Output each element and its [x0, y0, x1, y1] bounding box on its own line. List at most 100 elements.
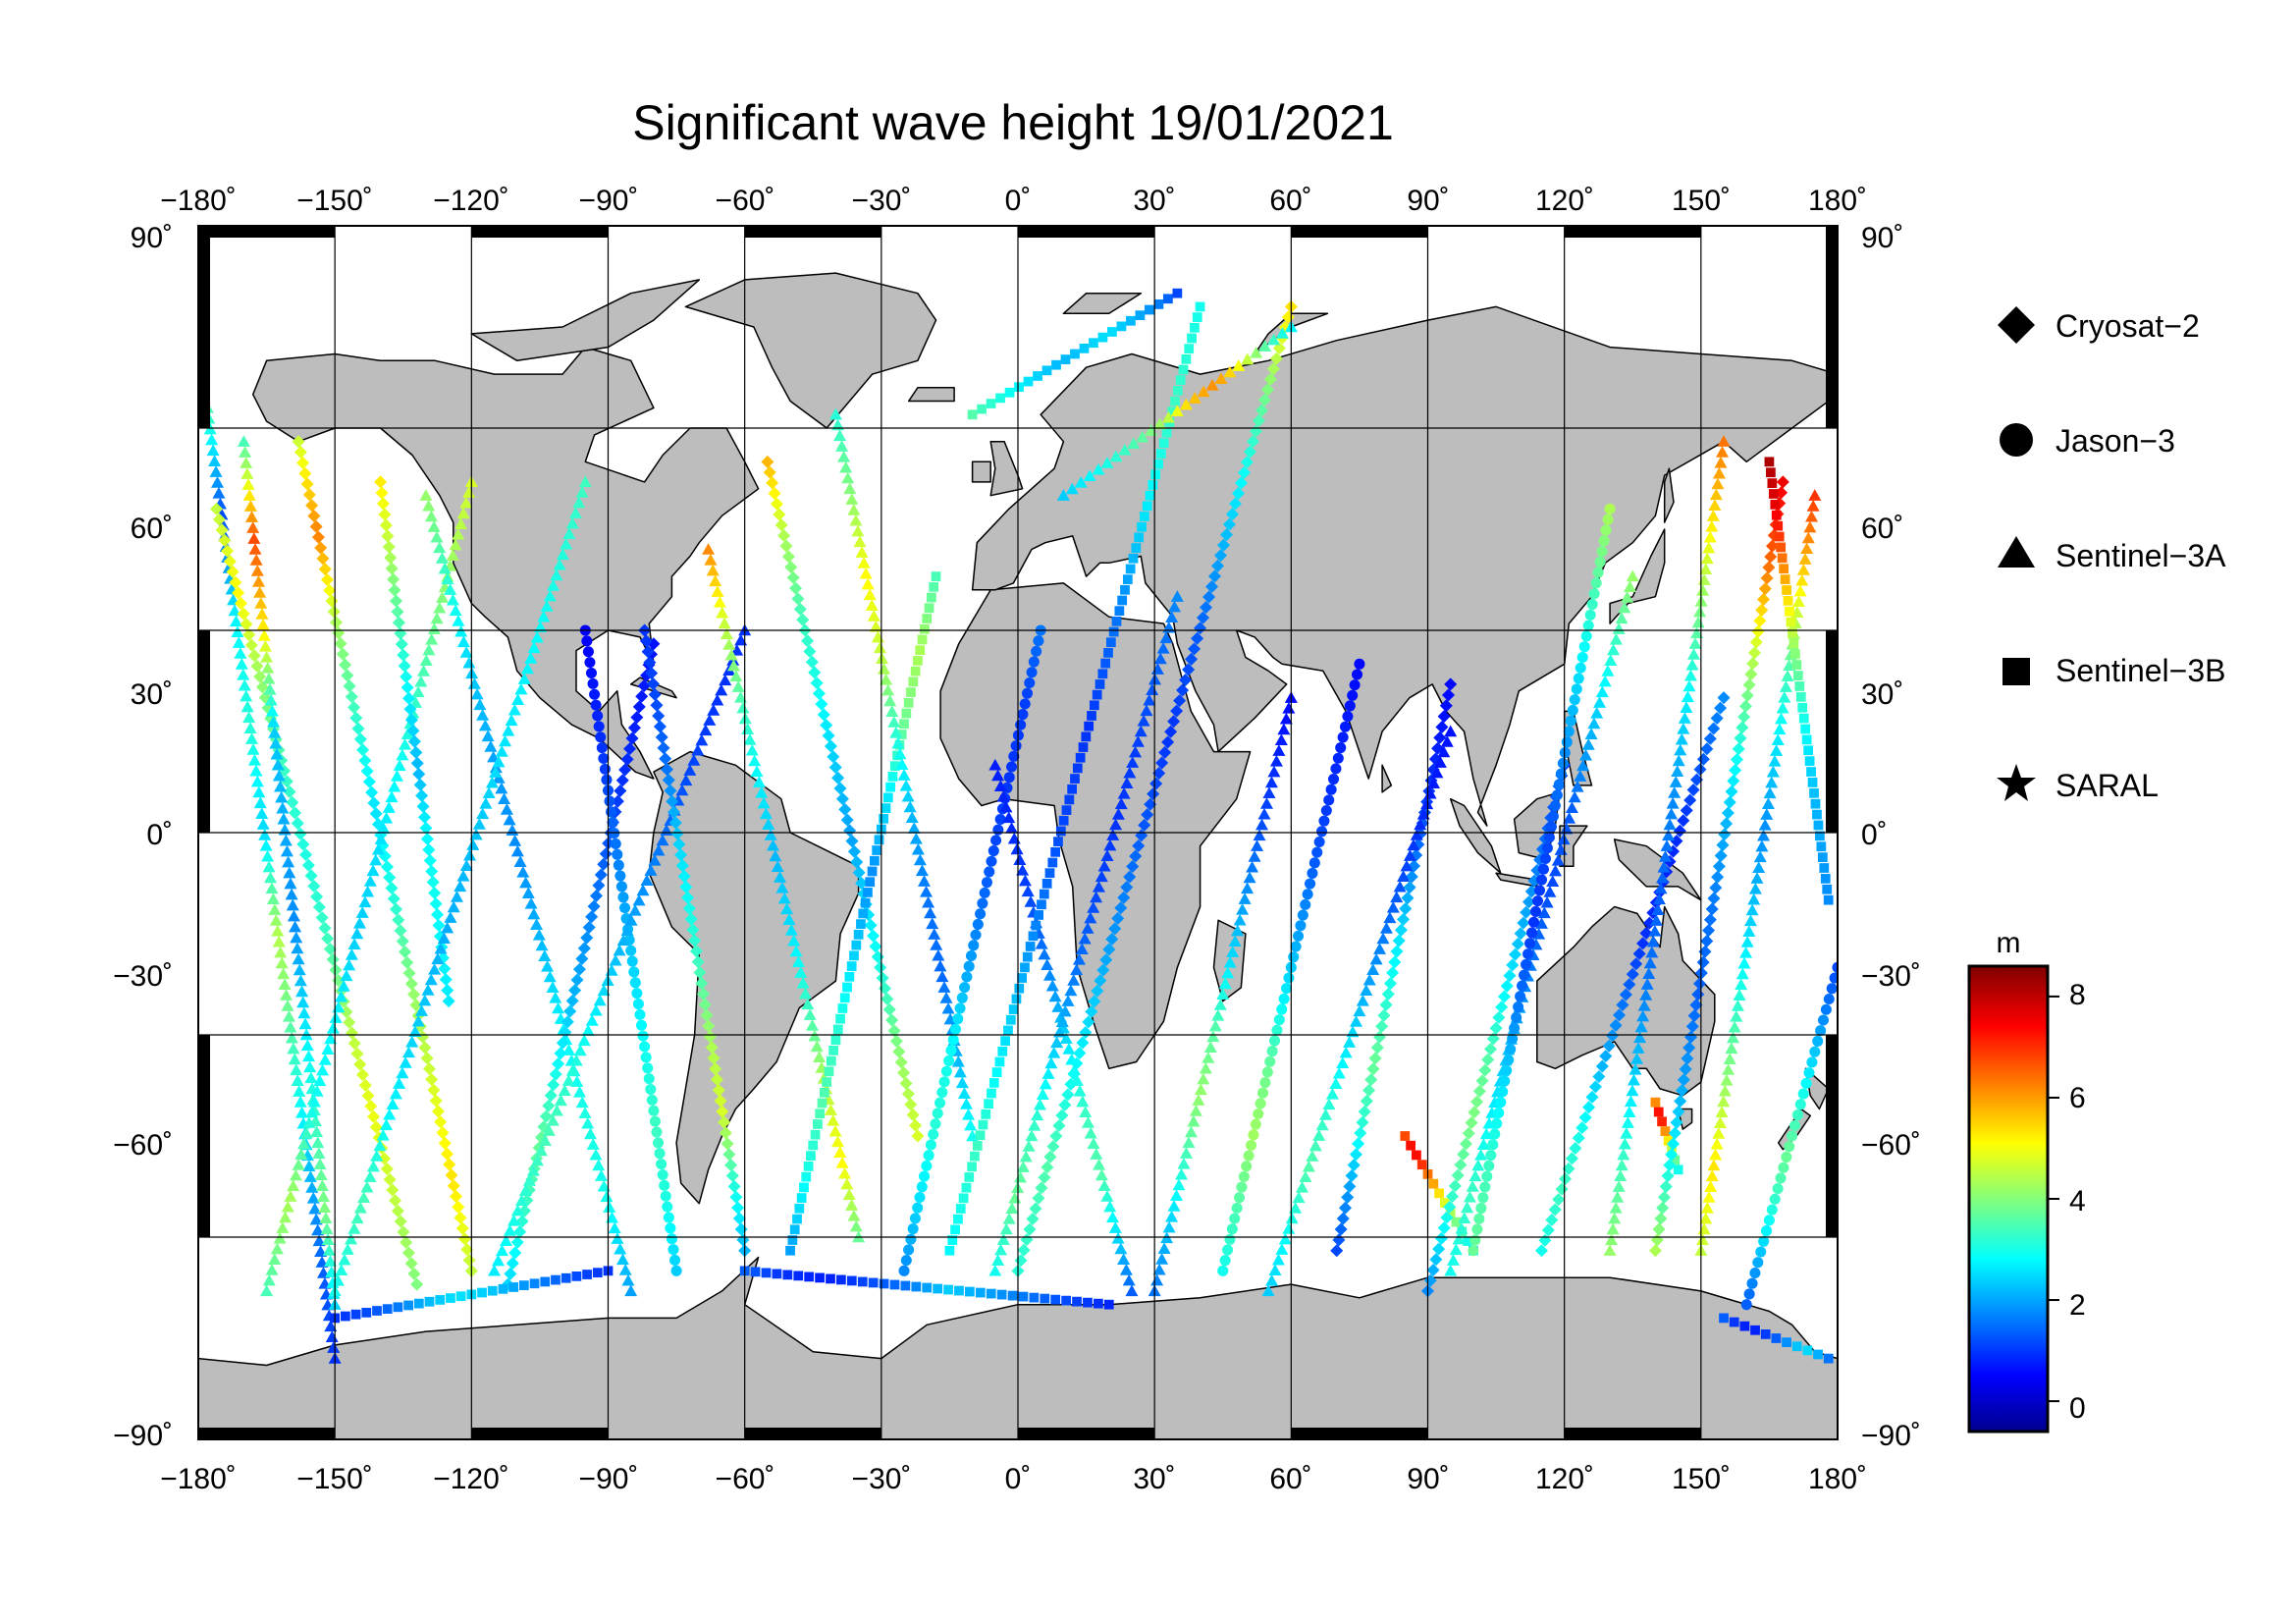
- track-point-triangle: [374, 833, 388, 844]
- track-point-triangle: [1025, 1129, 1039, 1142]
- track-point-diamond: [1377, 1008, 1391, 1022]
- track-point-triangle: [1461, 1201, 1474, 1214]
- track-point-triangle: [304, 1071, 318, 1084]
- track-point-triangle: [1627, 1073, 1640, 1086]
- track-point-triangle: [1747, 893, 1761, 905]
- track-point-triangle: [715, 683, 728, 696]
- track-point-triangle: [1715, 1106, 1729, 1118]
- track-point-diamond: [1099, 953, 1113, 967]
- track-point-square: [382, 1304, 393, 1315]
- track-point-triangle: [1097, 1179, 1111, 1192]
- track-point-diamond: [822, 729, 835, 742]
- track-point-square: [1172, 288, 1183, 298]
- track-point-triangle: [1064, 984, 1078, 997]
- track-point-circle: [907, 1223, 919, 1235]
- track-point-triangle: [320, 1222, 334, 1234]
- track-point-triangle: [335, 1264, 348, 1276]
- track-point-circle: [596, 742, 608, 754]
- track-point-diamond: [643, 656, 657, 670]
- track-point-diamond: [1437, 1221, 1451, 1235]
- track-point-square: [1047, 857, 1058, 868]
- track-point-triangle: [556, 548, 569, 561]
- track-point-triangle: [726, 659, 740, 672]
- track-point-triangle: [1753, 850, 1767, 863]
- track-point-circle: [1766, 1204, 1778, 1216]
- track-point-triangle: [889, 726, 903, 738]
- star-icon: [1997, 764, 2036, 801]
- track-point-diamond: [630, 711, 644, 725]
- track-point-triangle: [500, 803, 513, 815]
- track-point-triangle: [1703, 530, 1717, 543]
- track-point-diamond: [784, 561, 798, 574]
- track-point-diamond: [874, 960, 887, 974]
- track-point-triangle: [318, 1201, 332, 1213]
- track-point-triangle: [286, 898, 299, 911]
- track-point-circle: [653, 1137, 665, 1149]
- track-point-diamond: [770, 497, 783, 511]
- track-point-triangle: [1578, 748, 1592, 761]
- track-point-square: [967, 409, 978, 420]
- track-point-triangle: [302, 1160, 316, 1171]
- track-point-circle: [909, 1213, 921, 1224]
- track-point-square: [794, 1203, 805, 1214]
- track-point-triangle: [1639, 989, 1653, 1001]
- track-point-triangle: [1791, 595, 1805, 608]
- track-point-diamond: [655, 730, 668, 744]
- track-point-triangle: [1468, 1169, 1482, 1182]
- track-point-diamond: [1652, 1222, 1666, 1236]
- track-point-triangle: [1761, 797, 1775, 809]
- track-point-diamond: [458, 1232, 472, 1246]
- track-point-diamond: [1764, 550, 1778, 564]
- track-point-triangle: [318, 1054, 332, 1065]
- track-point-triangle: [842, 1188, 856, 1201]
- track-point-circle: [1503, 1054, 1515, 1066]
- track-point-triangle: [380, 1118, 394, 1131]
- track-point-square: [858, 908, 869, 919]
- track-point-square: [849, 950, 859, 961]
- track-point-square: [958, 1193, 969, 1204]
- legend-label: Sentinel−3A: [2056, 538, 2226, 573]
- track-point-diamond: [725, 1168, 739, 1182]
- track-point-diamond: [1388, 955, 1402, 969]
- track-point-triangle: [541, 959, 555, 972]
- track-point-circle: [1248, 1129, 1259, 1141]
- track-point-diamond: [234, 596, 247, 610]
- track-point-triangle: [496, 1244, 509, 1257]
- track-point-circle: [936, 1087, 948, 1099]
- track-point-diamond: [416, 799, 430, 813]
- track-point-triangle: [762, 818, 775, 830]
- track-point-diamond: [766, 476, 779, 490]
- track-point-triangle: [1285, 1212, 1299, 1224]
- track-point-square: [1810, 798, 1821, 809]
- track-point-diamond: [1619, 988, 1632, 1001]
- track-point-circle: [1497, 1086, 1509, 1098]
- lon-tick-label: −60˚: [716, 185, 775, 217]
- land-arctic-islands: [470, 279, 701, 362]
- track-point-diamond: [1582, 1101, 1596, 1114]
- track-point-triangle: [347, 938, 361, 949]
- track-point-diamond: [283, 785, 296, 799]
- track-point-square: [856, 919, 866, 930]
- track-point-square: [1028, 931, 1039, 942]
- track-point-square: [1788, 627, 1797, 638]
- track-point-triangle: [608, 1221, 621, 1234]
- track-point-diamond: [887, 1024, 901, 1038]
- track-point-circle: [1526, 927, 1538, 939]
- track-point-triangle: [417, 665, 431, 676]
- track-point-square: [889, 761, 900, 772]
- track-point-square: [865, 877, 876, 888]
- track-point-diamond: [1520, 905, 1533, 919]
- track-point-diamond: [866, 929, 880, 943]
- track-point-diamond: [667, 805, 681, 819]
- track-point-triangle: [444, 911, 457, 923]
- lon-tick-label: 30˚: [1133, 1463, 1175, 1495]
- track-point-triangle: [713, 595, 726, 608]
- track-point-diamond: [426, 875, 440, 889]
- track-point-triangle: [287, 909, 300, 922]
- track-point-circle: [975, 908, 987, 920]
- track-point-triangle: [1603, 1244, 1617, 1256]
- track-point-circle: [1293, 930, 1305, 942]
- track-point-diamond: [1737, 710, 1751, 724]
- track-point-diamond: [1354, 1126, 1367, 1140]
- track-point-square: [1020, 962, 1030, 973]
